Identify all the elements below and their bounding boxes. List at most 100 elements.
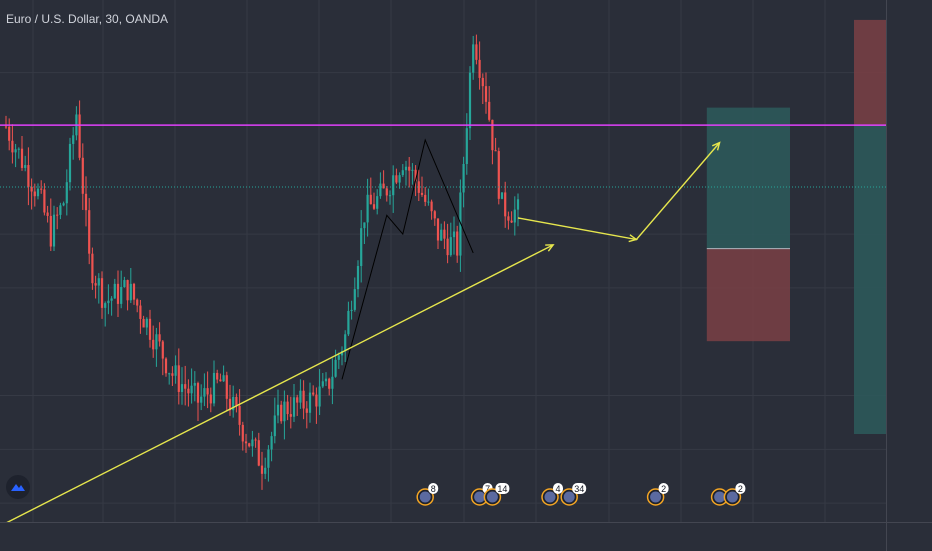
candle [340,346,344,366]
candle-body [324,378,328,382]
candle-body [276,404,280,416]
candle [296,394,299,416]
candle-body [203,388,206,397]
candle [436,218,440,249]
candle [331,358,334,405]
candle-body [440,229,443,241]
candle [94,275,97,299]
tradingview-logo-icon[interactable] [6,475,30,499]
economic-event-marker[interactable]: 14 [483,483,510,506]
candle [404,160,408,186]
candle-body [14,149,17,153]
candle [440,223,443,242]
candle [267,445,270,482]
candle [225,371,228,412]
economic-event-marker[interactable]: 34 [560,483,587,506]
candle-body [219,379,222,382]
candle [251,430,254,457]
candle [43,183,46,216]
candle-body [248,443,251,447]
candle [500,192,504,200]
candle-body [222,375,225,382]
candle-body [177,365,180,392]
event-count-label: 8 [431,484,436,494]
event-count-badge [553,483,563,494]
candle [206,371,209,409]
candle-body [417,181,420,193]
candle-body [49,215,52,247]
candle-body [148,318,152,340]
candle [24,155,27,172]
candle [369,177,372,205]
candle [475,34,478,65]
candles [4,34,520,490]
candle [366,178,369,237]
candle-body [299,390,302,403]
candle [449,222,452,257]
candle [484,72,488,114]
candle-body [36,188,40,197]
candle [238,389,241,436]
candle-body [196,383,200,403]
candle-body [30,186,33,192]
candle-body [456,231,459,256]
short-position-tool [854,19,886,435]
candle [430,199,433,220]
economic-event-marker[interactable]: 8 [416,483,439,506]
price-axis[interactable] [886,0,932,522]
candle [372,192,376,210]
candle [30,178,33,210]
candle-body [104,303,107,308]
flag-fill [726,491,738,503]
candle-body [155,334,158,350]
candle-body [273,415,276,437]
candle [139,299,142,334]
candle-body [507,216,510,221]
candle [120,270,123,309]
stop-loss-zone [854,19,886,126]
candle [328,377,331,396]
time-axis[interactable] [0,522,886,551]
candle [443,221,446,250]
candle [52,205,56,251]
candle-body [484,86,488,102]
economic-event-marker[interactable]: 7 [470,483,493,506]
candle [385,186,388,202]
economic-event-marker[interactable]: 2 [723,483,746,506]
candle-body [379,183,382,197]
candle [104,301,107,327]
candle-body [475,44,478,60]
candle-body [401,170,404,176]
candle [244,433,248,453]
candle-body [360,228,363,267]
candle [161,339,164,376]
candle [472,35,475,80]
economic-event-marker[interactable] [710,488,729,506]
candle-body [369,194,372,205]
candle-body [488,101,491,120]
candle [398,172,401,189]
economic-event-marker[interactable]: 2 [646,483,669,506]
candle-body [161,341,164,359]
candle-body [209,394,212,404]
candle [11,124,14,164]
candle-body [411,169,414,171]
candle [302,380,305,420]
candle [312,385,315,397]
candle-body [312,392,315,395]
candle-body [286,401,289,415]
candle-body [414,169,417,182]
candle [126,279,129,311]
event-count-label: 2 [661,484,666,494]
economic-event-marker[interactable]: 4 [541,483,563,506]
candle-body [510,220,513,223]
candle-body [296,397,299,403]
candle-body [244,441,248,444]
candle [344,330,347,363]
candle [46,205,49,223]
candle [270,431,273,462]
candle-body [164,358,168,374]
symbol-title[interactable]: Euro / U.S. Dollar, 30, OANDA [6,12,169,26]
